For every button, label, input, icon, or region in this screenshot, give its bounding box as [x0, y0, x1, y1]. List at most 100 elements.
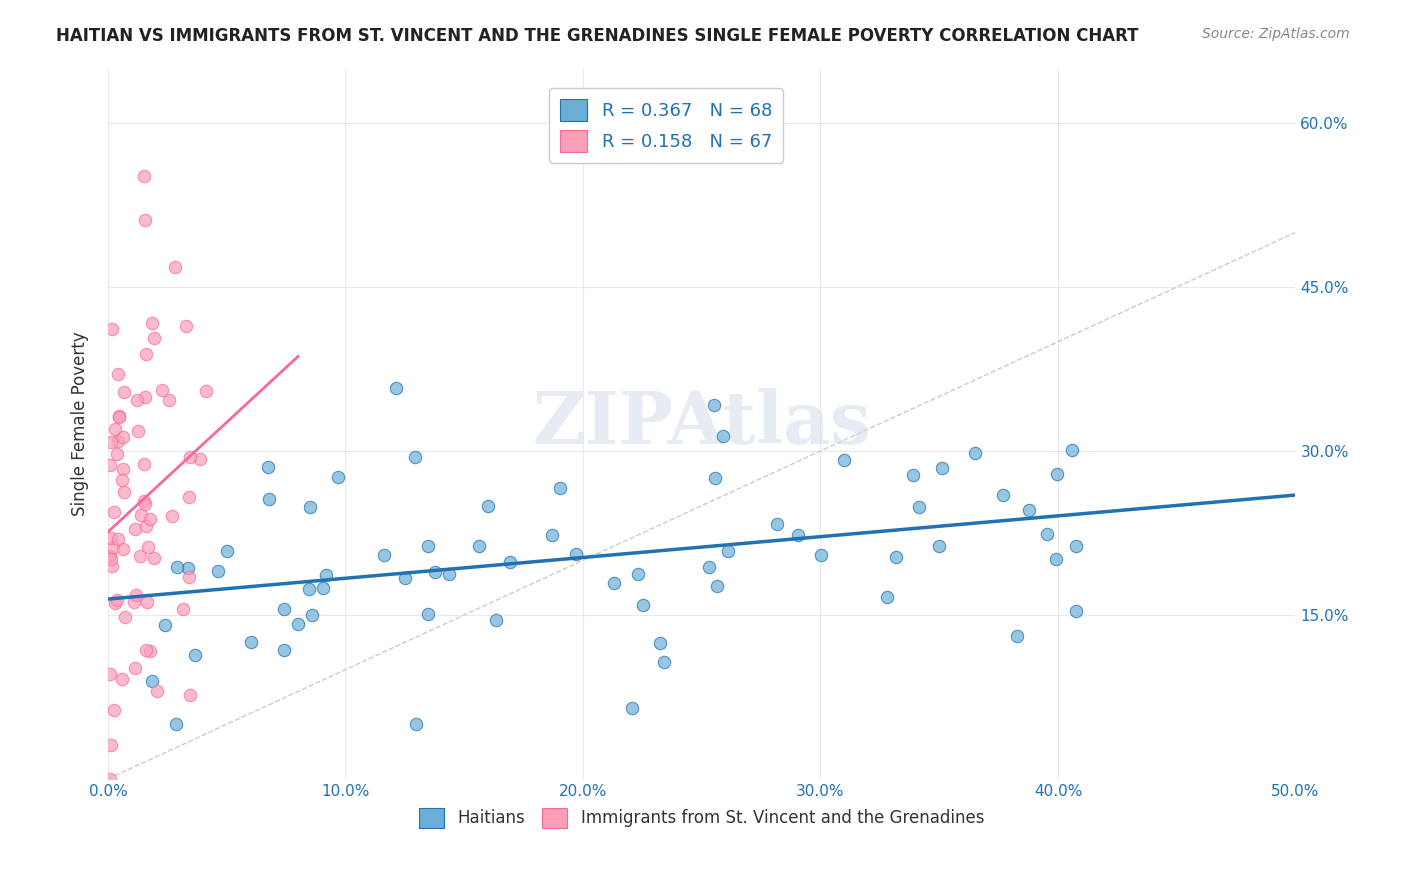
- Immigrants from St. Vincent and the Grenadines: [128, 549, 150, 563]
- Immigrants from St. Vincent and the Grenadines: [100, 531, 122, 545]
- Immigrants from St. Vincent and the Grenadines: [101, 322, 124, 336]
- Immigrants from St. Vincent and the Grenadines: [103, 540, 125, 554]
- Immigrants from St. Vincent and the Grenadines: [101, 558, 124, 573]
- Haitians: [603, 576, 626, 591]
- Immigrants from St. Vincent and the Grenadines: [111, 672, 134, 686]
- Immigrants from St. Vincent and the Grenadines: [134, 213, 156, 227]
- Haitians: [884, 550, 907, 565]
- Haitians: [256, 460, 278, 475]
- Immigrants from St. Vincent and the Grenadines: [98, 458, 121, 472]
- Haitians: [328, 470, 350, 484]
- Haitians: [965, 446, 987, 460]
- Haitians: [1035, 527, 1057, 541]
- Haitians: [315, 568, 337, 582]
- Haitians: [311, 581, 333, 595]
- Haitians: [165, 717, 187, 731]
- Immigrants from St. Vincent and the Grenadines: [162, 509, 184, 524]
- Immigrants from St. Vincent and the Grenadines: [188, 451, 211, 466]
- Immigrants from St. Vincent and the Grenadines: [157, 393, 180, 408]
- Haitians: [766, 517, 789, 532]
- Immigrants from St. Vincent and the Grenadines: [98, 667, 121, 681]
- Haitians: [652, 655, 675, 669]
- Haitians: [425, 566, 447, 580]
- Immigrants from St. Vincent and the Grenadines: [135, 595, 157, 609]
- Immigrants from St. Vincent and the Grenadines: [108, 410, 131, 425]
- Immigrants from St. Vincent and the Grenadines: [135, 643, 157, 657]
- Text: HAITIAN VS IMMIGRANTS FROM ST. VINCENT AND THE GRENADINES SINGLE FEMALE POVERTY : HAITIAN VS IMMIGRANTS FROM ST. VINCENT A…: [56, 27, 1139, 45]
- Haitians: [499, 555, 522, 569]
- Immigrants from St. Vincent and the Grenadines: [124, 660, 146, 674]
- Haitians: [627, 566, 650, 581]
- Haitians: [565, 548, 588, 562]
- Haitians: [550, 481, 572, 495]
- Immigrants from St. Vincent and the Grenadines: [111, 541, 134, 556]
- Immigrants from St. Vincent and the Grenadines: [172, 602, 194, 616]
- Haitians: [928, 539, 950, 553]
- Haitians: [1064, 539, 1087, 553]
- Haitians: [1018, 503, 1040, 517]
- Haitians: [301, 608, 323, 623]
- Haitians: [931, 461, 953, 475]
- Haitians: [787, 528, 810, 542]
- Immigrants from St. Vincent and the Grenadines: [107, 434, 129, 448]
- Immigrants from St. Vincent and the Grenadines: [111, 462, 134, 476]
- Immigrants from St. Vincent and the Grenadines: [141, 316, 163, 330]
- Haitians: [716, 544, 738, 558]
- Immigrants from St. Vincent and the Grenadines: [177, 490, 200, 504]
- Haitians: [184, 648, 207, 662]
- Immigrants from St. Vincent and the Grenadines: [132, 457, 155, 471]
- Immigrants from St. Vincent and the Grenadines: [100, 739, 122, 753]
- Immigrants from St. Vincent and the Grenadines: [179, 688, 201, 702]
- Haitians: [215, 544, 238, 558]
- Haitians: [155, 618, 177, 632]
- Immigrants from St. Vincent and the Grenadines: [143, 550, 166, 565]
- Haitians: [834, 452, 856, 467]
- Haitians: [810, 548, 832, 562]
- Immigrants from St. Vincent and the Grenadines: [111, 473, 134, 487]
- Immigrants from St. Vincent and the Grenadines: [135, 347, 157, 361]
- Haitians: [141, 674, 163, 689]
- Immigrants from St. Vincent and the Grenadines: [129, 508, 152, 522]
- Immigrants from St. Vincent and the Grenadines: [107, 532, 129, 546]
- Immigrants from St. Vincent and the Grenadines: [107, 368, 129, 382]
- Haitians: [703, 471, 725, 485]
- Haitians: [621, 701, 644, 715]
- Immigrants from St. Vincent and the Grenadines: [107, 409, 129, 424]
- Immigrants from St. Vincent and the Grenadines: [179, 450, 201, 465]
- Haitians: [477, 499, 499, 513]
- Immigrants from St. Vincent and the Grenadines: [132, 494, 155, 508]
- Immigrants from St. Vincent and the Grenadines: [146, 683, 169, 698]
- Immigrants from St. Vincent and the Grenadines: [134, 497, 156, 511]
- Immigrants from St. Vincent and the Grenadines: [136, 541, 159, 555]
- Haitians: [405, 717, 427, 731]
- Text: ZIPAtlas: ZIPAtlas: [533, 388, 872, 459]
- Immigrants from St. Vincent and the Grenadines: [104, 596, 127, 610]
- Haitians: [706, 579, 728, 593]
- Haitians: [416, 539, 439, 553]
- Immigrants from St. Vincent and the Grenadines: [112, 430, 135, 444]
- Haitians: [876, 590, 898, 604]
- Haitians: [901, 468, 924, 483]
- Haitians: [908, 500, 931, 515]
- Immigrants from St. Vincent and the Grenadines: [103, 505, 125, 519]
- Haitians: [166, 560, 188, 574]
- Haitians: [299, 500, 322, 514]
- Haitians: [711, 428, 734, 442]
- Immigrants from St. Vincent and the Grenadines: [100, 435, 122, 450]
- Immigrants from St. Vincent and the Grenadines: [112, 485, 135, 500]
- Immigrants from St. Vincent and the Grenadines: [122, 595, 145, 609]
- Immigrants from St. Vincent and the Grenadines: [134, 390, 156, 404]
- Immigrants from St. Vincent and the Grenadines: [105, 593, 128, 607]
- Haitians: [1064, 604, 1087, 618]
- Haitians: [1060, 442, 1083, 457]
- Immigrants from St. Vincent and the Grenadines: [124, 522, 146, 536]
- Immigrants from St. Vincent and the Grenadines: [132, 169, 155, 183]
- Haitians: [298, 582, 321, 596]
- Haitians: [207, 564, 229, 578]
- Haitians: [1046, 467, 1069, 481]
- Immigrants from St. Vincent and the Grenadines: [125, 393, 148, 408]
- Immigrants from St. Vincent and the Grenadines: [104, 422, 127, 436]
- Haitians: [991, 487, 1014, 501]
- Haitians: [697, 559, 720, 574]
- Haitians: [1005, 629, 1028, 643]
